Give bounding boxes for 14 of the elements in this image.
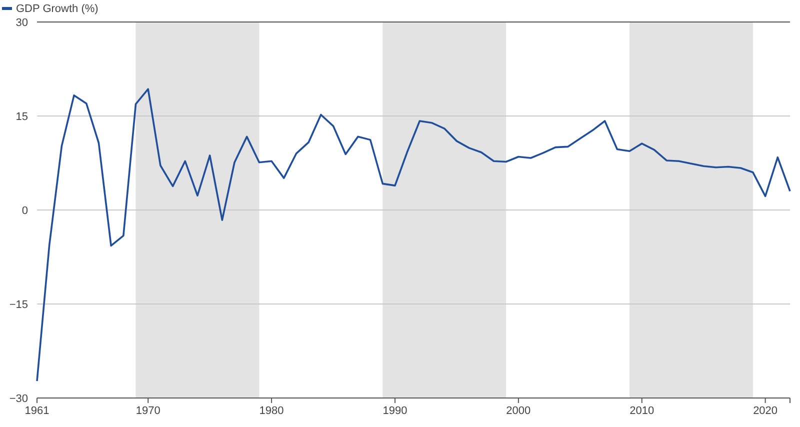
line-series [36,88,791,382]
y-tick-label: −15 [9,299,28,311]
x-tick-label: 1990 [382,405,408,417]
y-tick-label: 15 [16,111,28,123]
x-tick-label: 2020 [753,405,778,417]
x-tick-label: 2000 [506,405,531,417]
legend-label: GDP Growth (%) [16,3,98,15]
y-tick-label: −30 [9,393,28,405]
y-tick-label: 0 [22,205,28,217]
y-tick-label: 30 [16,17,28,29]
x-tick-label: 1970 [136,405,160,417]
x-tick-label: 2010 [630,405,654,417]
x-tick-label: 1961 [24,405,50,417]
x-tick-label: 1980 [259,405,284,417]
